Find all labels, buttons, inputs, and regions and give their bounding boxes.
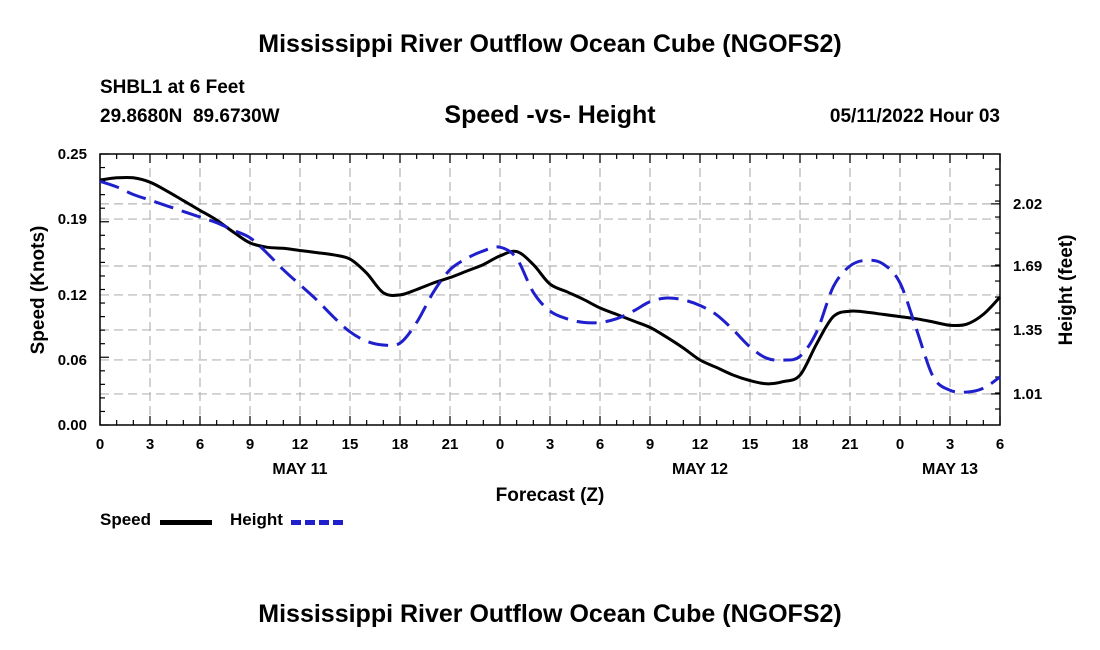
x-tick-label: 6 bbox=[196, 436, 204, 453]
height-series-line bbox=[99, 179, 1001, 394]
x-tick-label: 6 bbox=[996, 436, 1004, 453]
x-axis-label: Forecast (Z) bbox=[496, 485, 605, 506]
station-coordinates: 29.8680N 89.6730W bbox=[100, 106, 280, 127]
legend-height-swatch bbox=[291, 520, 343, 525]
y-tick-label: 0.25 bbox=[58, 146, 87, 163]
x-date-label: MAY 13 bbox=[922, 461, 978, 478]
x-tick-label: 3 bbox=[546, 436, 554, 453]
x-tick-label: 9 bbox=[246, 436, 254, 453]
x-tick-label: 18 bbox=[392, 436, 409, 453]
x-tick-label: 15 bbox=[342, 436, 359, 453]
x-tick-label: 21 bbox=[842, 436, 859, 453]
station-name: SHBL1 at 6 Feet bbox=[100, 77, 245, 98]
x-tick-label: 12 bbox=[292, 436, 309, 453]
legend-speed-swatch bbox=[160, 520, 212, 525]
x-date-label: MAY 12 bbox=[672, 461, 728, 478]
y2-tick-label: 1.69 bbox=[1013, 258, 1042, 275]
x-tick-label: 3 bbox=[146, 436, 154, 453]
y-tick-label: 0.06 bbox=[58, 352, 87, 369]
x-tick-label: 9 bbox=[646, 436, 654, 453]
x-tick-label: 0 bbox=[96, 436, 104, 453]
y-tick-label: 0.00 bbox=[58, 417, 87, 434]
y-tick-label: 0.19 bbox=[58, 211, 87, 228]
x-tick-label: 0 bbox=[496, 436, 504, 453]
x-date-label: MAY 11 bbox=[272, 461, 327, 478]
chart-title: Speed -vs- Height bbox=[444, 101, 656, 129]
y2-tick-label: 2.02 bbox=[1013, 196, 1042, 213]
legend-height-label: Height bbox=[230, 510, 283, 529]
footer-title: Mississippi River Outflow Ocean Cube (NG… bbox=[258, 600, 842, 628]
y2-axis-label: Height (feet) bbox=[1056, 235, 1077, 346]
y-tick-label: 0.12 bbox=[58, 287, 87, 304]
x-tick-label: 15 bbox=[742, 436, 759, 453]
x-tick-label: 12 bbox=[692, 436, 709, 453]
y2-tick-label: 1.35 bbox=[1013, 322, 1042, 339]
x-tick-label: 0 bbox=[896, 436, 904, 453]
speed-series-line bbox=[99, 175, 1002, 386]
y2-tick-label: 1.01 bbox=[1013, 386, 1042, 403]
legend-speed-label: Speed bbox=[100, 510, 152, 529]
x-tick-label: 18 bbox=[792, 436, 809, 453]
forecast-datetime: 05/11/2022 Hour 03 bbox=[829, 106, 1000, 127]
x-tick-label: 21 bbox=[442, 436, 459, 453]
main-title: Mississippi River Outflow Ocean Cube (NG… bbox=[258, 30, 842, 58]
x-tick-label: 6 bbox=[596, 436, 604, 453]
y-axis-label: Speed (Knots) bbox=[28, 226, 49, 355]
x-tick-label: 3 bbox=[946, 436, 954, 453]
